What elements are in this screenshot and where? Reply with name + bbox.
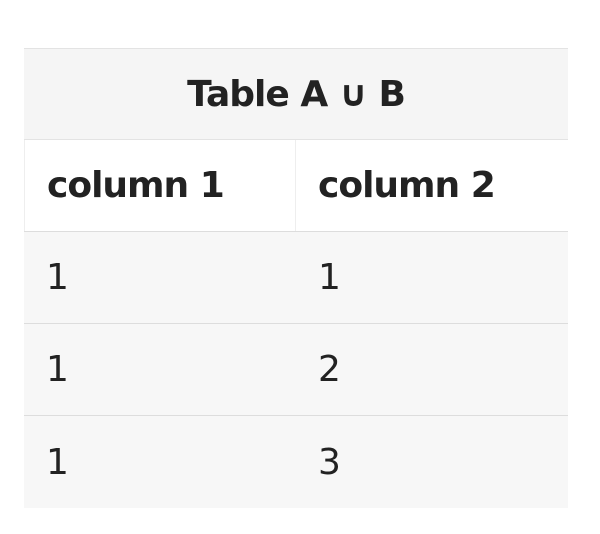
table-caption: Table A ∪ B	[24, 48, 568, 140]
table-row: 1 3	[24, 416, 568, 508]
table-row: 1 1	[24, 232, 568, 324]
table-cell: 3	[318, 441, 341, 483]
table-cell: 1	[318, 257, 341, 298]
table-cell: 1	[46, 257, 69, 298]
table-row: 1 2	[24, 324, 568, 416]
table-header-row: column 1 column 2	[24, 140, 568, 232]
union-table: Table A ∪ B column 1 column 2 1 1 1 2 1 …	[24, 48, 568, 508]
header-cell-column-2: column 2	[318, 165, 496, 206]
table-cell: 1	[46, 349, 69, 390]
header-cell-column-1: column 1	[24, 140, 296, 231]
table-cell: 1	[46, 441, 69, 483]
table-cell: 2	[318, 349, 341, 390]
